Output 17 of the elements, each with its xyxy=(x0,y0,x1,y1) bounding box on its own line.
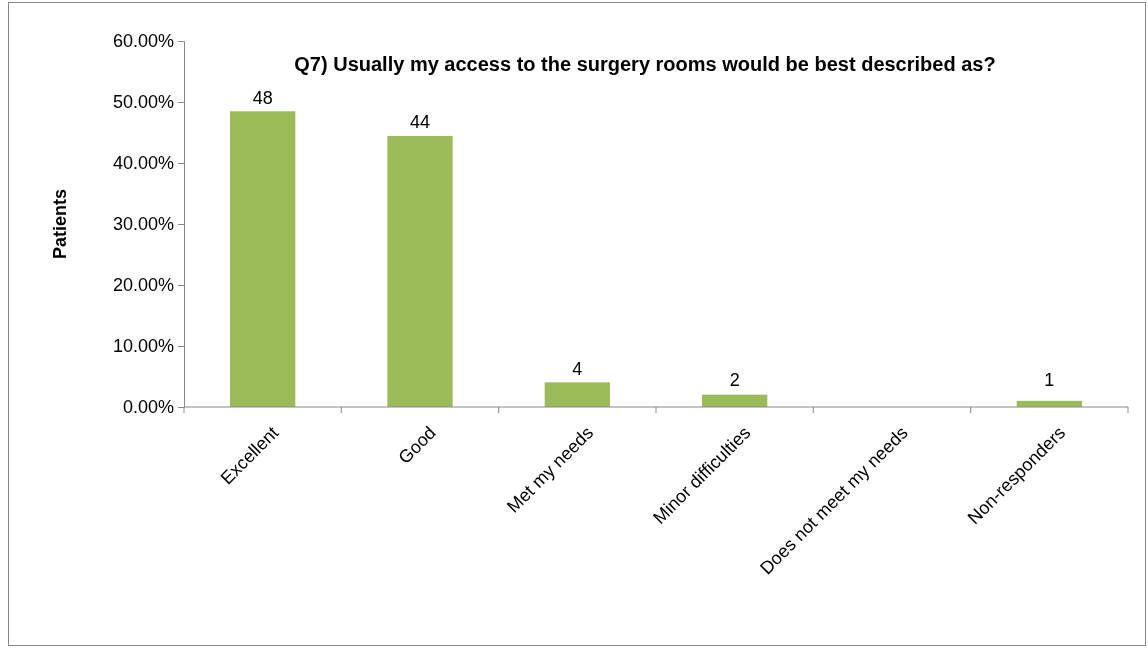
bar xyxy=(387,135,453,407)
data-label: 1 xyxy=(1044,370,1055,391)
y-tick-label: 60.00% xyxy=(112,31,174,52)
text: Q7) Usually my access to the surgery rooms would be best described as? xyxy=(294,53,996,75)
data-label: 44 xyxy=(409,112,431,133)
data-label: 4 xyxy=(572,358,583,379)
y-tick-label: 30.00% xyxy=(112,214,174,235)
bar xyxy=(230,111,296,407)
y-tick-label: 10.00% xyxy=(112,336,174,357)
data-label: 2 xyxy=(729,370,740,391)
y-tick-label: 50.00% xyxy=(112,92,174,113)
y-tick-label: 40.00% xyxy=(112,153,174,174)
y-axis-title: Patients xyxy=(50,188,70,260)
data-label: 48 xyxy=(252,87,273,108)
bar xyxy=(544,382,610,407)
y-tick-label: 20.00% xyxy=(112,275,174,296)
y-tick-label: 0.00% xyxy=(122,397,174,418)
